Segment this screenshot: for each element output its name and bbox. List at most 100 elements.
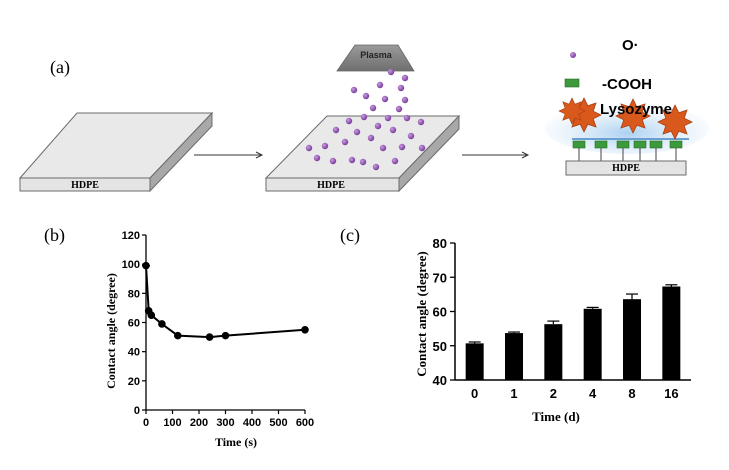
y-tick-label: 60	[128, 318, 140, 330]
result-slab	[565, 160, 687, 176]
x-axis-title: Time (d)	[532, 409, 580, 424]
cooh-group	[649, 140, 663, 149]
process-arrow-2	[462, 151, 530, 159]
hdpe-slab-1: HDPE	[18, 111, 214, 193]
y-tick-label: 40	[128, 347, 140, 359]
radical-dot	[348, 156, 356, 164]
y-ticks: 0 20 40 60 80 100 120	[122, 230, 146, 417]
radical-dot-icon	[570, 52, 576, 58]
x-tick-label: 0	[143, 417, 149, 429]
radical-dot	[367, 134, 375, 142]
y-axis-title: Contact angle (degree)	[104, 273, 118, 389]
radical-dot	[384, 114, 392, 122]
lysozyme-star	[615, 98, 651, 134]
radical-dot	[360, 113, 368, 121]
chart-b: 0 20 40 60 80 100 120 0 100 200 300 400 500 600 Time…	[104, 230, 314, 449]
radical-dot	[417, 118, 425, 126]
x-ticks: 0 100 200 300 400 500 600	[143, 410, 314, 429]
y-tick-label: 100	[122, 259, 140, 271]
lysozyme-molecules	[566, 97, 693, 140]
radical-dot	[362, 92, 370, 100]
radical-dot	[407, 132, 415, 140]
x-tick-label: 600	[296, 417, 314, 429]
y-tick-label: 50	[433, 339, 447, 354]
slab-label: HDPE	[317, 180, 345, 191]
radical-dot	[376, 81, 384, 89]
bars	[465, 284, 681, 380]
data-point	[147, 311, 156, 320]
radical-dot	[397, 84, 405, 92]
slab-side-face	[149, 111, 213, 193]
plasma-trapezoid-icon	[336, 44, 415, 72]
radical-dot	[391, 157, 399, 165]
radical-dot	[353, 128, 361, 136]
y-tick-label: 80	[433, 236, 447, 251]
y-tick-label: 20	[128, 376, 140, 388]
panel-a-label: (a)	[50, 57, 70, 78]
y-tick-label: 40	[433, 373, 447, 388]
cooh-group	[616, 140, 630, 149]
y-ticks: 40 50 60 70 80	[433, 236, 455, 388]
radical-dot	[359, 158, 367, 166]
radical-dot	[389, 126, 397, 134]
x-tick-label: 0	[471, 386, 478, 401]
radical-dot	[401, 96, 409, 104]
oxygen-radicals	[305, 68, 426, 171]
y-tick-label: 80	[128, 288, 140, 300]
x-tick-label: 1	[510, 386, 517, 401]
y-tick-label: 60	[433, 305, 447, 320]
x-tick-label: 8	[628, 386, 635, 401]
bar	[623, 299, 641, 380]
x-ticks: 0 1 2 4 8 16	[471, 386, 679, 401]
data-points	[142, 261, 309, 341]
radical-dot	[418, 144, 426, 152]
radical-dot	[387, 68, 395, 76]
data-point	[158, 320, 166, 328]
x-tick-label: 16	[664, 386, 678, 401]
y-tick-label: 0	[134, 405, 140, 417]
x-tick-label: 200	[190, 417, 208, 429]
panel-c: (c) 40 50 60 70 80 0 1 2 4 8 16 Time (d) Contact …	[340, 225, 691, 424]
plasma-source: Plasma	[336, 44, 415, 72]
data-point	[205, 333, 214, 341]
panel-b-label: (b)	[44, 225, 65, 246]
x-tick-label: 4	[589, 386, 597, 401]
radical-dot	[395, 105, 403, 113]
radical-dot	[345, 117, 353, 125]
radical-dot	[329, 157, 337, 165]
legend-lysozyme-text: Lysozyme	[600, 101, 672, 118]
radical-dot	[321, 142, 329, 150]
x-tick-label: 400	[243, 417, 261, 429]
radical-dot	[381, 95, 389, 103]
data-point	[174, 331, 182, 340]
x-axis-title: Time (s)	[215, 435, 257, 449]
data-point	[301, 325, 309, 334]
y-tick-label: 120	[122, 230, 140, 242]
hdpe-slab-2: HDPE	[264, 114, 461, 193]
cooh-group	[572, 140, 586, 149]
radical-dot	[372, 163, 380, 171]
bar	[662, 286, 681, 380]
radical-dot	[332, 126, 340, 134]
y-axis-title: Contact angle (degree)	[414, 251, 429, 376]
radical-dot	[305, 144, 313, 152]
lysozyme-star	[657, 104, 693, 140]
radical-dot	[313, 154, 321, 162]
radical-dot	[341, 138, 349, 146]
radical-dot	[374, 122, 382, 130]
cooh-group	[594, 140, 608, 149]
bar	[465, 343, 484, 380]
process-arrow-1	[194, 151, 264, 159]
radical-dot	[350, 86, 358, 94]
radical-dot	[369, 104, 377, 112]
x-tick-label: 100	[163, 417, 181, 429]
lysozyme-star-icon	[558, 97, 586, 125]
panel-a: (a) HDPE HDPE Plasma	[18, 37, 709, 193]
radical-dot	[379, 144, 387, 152]
radical-dot	[398, 143, 406, 151]
chart-c: 40 50 60 70 80 0 1 2 4 8 16 Time (d) Contact angl…	[414, 236, 691, 424]
bar	[583, 308, 602, 380]
slab-side-face	[398, 114, 460, 193]
plasma-label: Plasma	[360, 50, 393, 60]
